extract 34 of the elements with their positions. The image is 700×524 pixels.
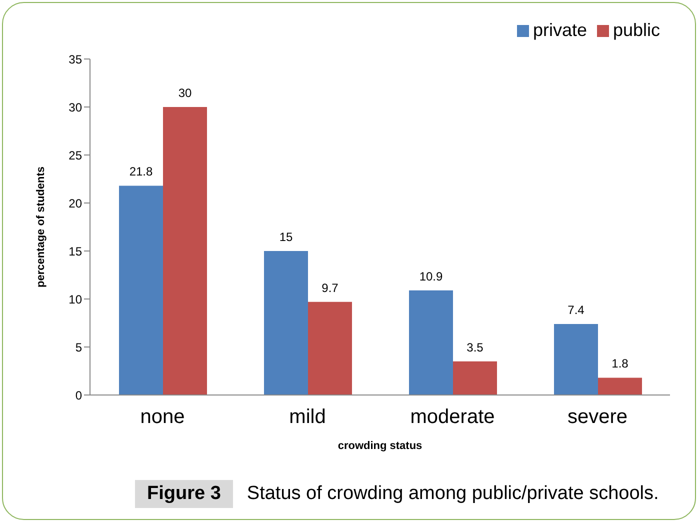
legend-label: private xyxy=(532,20,587,40)
bar xyxy=(598,378,642,395)
data-label: 1.8 xyxy=(612,356,629,371)
y-tick-label: 20 xyxy=(68,196,82,210)
text: Status of crowding among public/private schools. xyxy=(246,483,659,505)
bar xyxy=(554,324,598,395)
bar xyxy=(163,107,207,395)
data-label: 9.7 xyxy=(322,280,339,295)
data-label: 3.5 xyxy=(466,340,484,354)
y-tick-label: 15 xyxy=(68,244,82,258)
bar xyxy=(453,361,497,395)
legend-label: public xyxy=(612,20,660,40)
data-label: 30 xyxy=(178,86,192,100)
data-label: 15 xyxy=(279,230,293,244)
x-tick-label: mild xyxy=(289,406,326,428)
data-label: 10.9 xyxy=(419,269,443,284)
x-tick-label: none xyxy=(140,406,185,428)
y-axis-title: percentage of students xyxy=(34,166,47,288)
y-tick-label: 30 xyxy=(68,100,82,114)
data-label: 7.4 xyxy=(568,302,585,317)
y-tick-label: 10 xyxy=(68,292,82,306)
y-tick-label: 0 xyxy=(75,388,82,402)
caption: Figure 3 xyxy=(135,480,233,508)
y-tick-label: 25 xyxy=(68,148,82,162)
bar xyxy=(409,290,453,395)
bar xyxy=(119,186,163,395)
y-tick-label: 35 xyxy=(68,52,82,66)
bar xyxy=(308,302,352,395)
y-tick-label: 5 xyxy=(75,340,82,354)
data-label: 21.8 xyxy=(129,164,153,179)
x-tick-label: moderate xyxy=(410,406,495,428)
x-axis-title: crowding status xyxy=(338,440,422,452)
x-tick-label: severe xyxy=(567,406,628,428)
bar xyxy=(264,251,308,395)
